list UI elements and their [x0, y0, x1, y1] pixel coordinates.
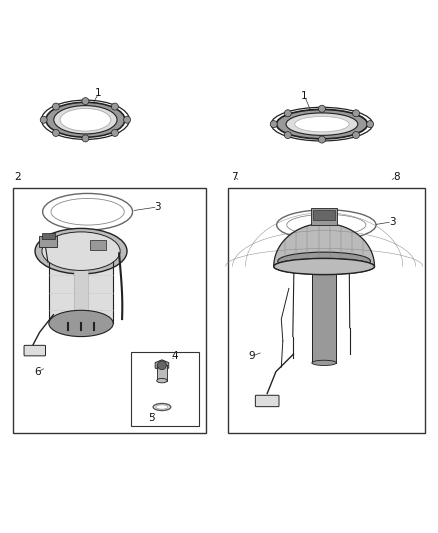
Circle shape — [111, 103, 118, 110]
Text: 3: 3 — [154, 202, 161, 212]
Ellipse shape — [286, 113, 358, 135]
Circle shape — [40, 116, 47, 123]
Circle shape — [318, 136, 325, 143]
Ellipse shape — [35, 229, 127, 274]
Text: 2: 2 — [14, 172, 21, 182]
Circle shape — [53, 103, 60, 110]
FancyBboxPatch shape — [255, 395, 279, 407]
Bar — [312, 266, 336, 363]
Ellipse shape — [157, 378, 167, 383]
Bar — [311, 208, 337, 225]
Bar — [74, 253, 88, 324]
Ellipse shape — [46, 102, 125, 137]
Bar — [90, 240, 106, 250]
Bar — [313, 211, 335, 220]
Text: 8: 8 — [393, 172, 400, 182]
Text: 9: 9 — [248, 351, 255, 361]
Ellipse shape — [60, 108, 111, 131]
Circle shape — [318, 105, 325, 112]
Text: 7: 7 — [231, 172, 238, 182]
Circle shape — [53, 130, 60, 136]
Ellipse shape — [42, 232, 120, 270]
Circle shape — [284, 110, 291, 117]
Circle shape — [270, 120, 277, 128]
Bar — [49, 249, 113, 324]
Ellipse shape — [274, 259, 374, 274]
Ellipse shape — [278, 252, 371, 270]
Polygon shape — [274, 223, 374, 266]
Circle shape — [124, 116, 131, 123]
Circle shape — [158, 361, 166, 370]
Circle shape — [353, 110, 360, 117]
Ellipse shape — [312, 264, 336, 269]
Text: 5: 5 — [148, 414, 155, 424]
Bar — [42, 233, 55, 239]
Ellipse shape — [295, 116, 349, 132]
FancyBboxPatch shape — [24, 345, 46, 356]
Ellipse shape — [274, 259, 374, 274]
Text: 6: 6 — [34, 367, 41, 377]
Text: 4: 4 — [172, 351, 179, 361]
Text: 3: 3 — [389, 217, 396, 227]
Circle shape — [82, 98, 89, 104]
Ellipse shape — [312, 360, 336, 366]
Circle shape — [82, 135, 89, 142]
Polygon shape — [155, 360, 169, 371]
Circle shape — [367, 120, 374, 128]
Text: 1: 1 — [301, 91, 308, 101]
Ellipse shape — [49, 310, 113, 336]
Bar — [228, 188, 425, 433]
Bar — [39, 236, 57, 247]
Ellipse shape — [54, 106, 117, 134]
Bar — [13, 188, 206, 433]
Circle shape — [353, 132, 360, 139]
Circle shape — [111, 130, 118, 136]
Bar — [157, 365, 167, 381]
Ellipse shape — [276, 109, 367, 139]
Bar — [131, 352, 199, 426]
Circle shape — [284, 132, 291, 139]
Text: 1: 1 — [95, 88, 102, 99]
